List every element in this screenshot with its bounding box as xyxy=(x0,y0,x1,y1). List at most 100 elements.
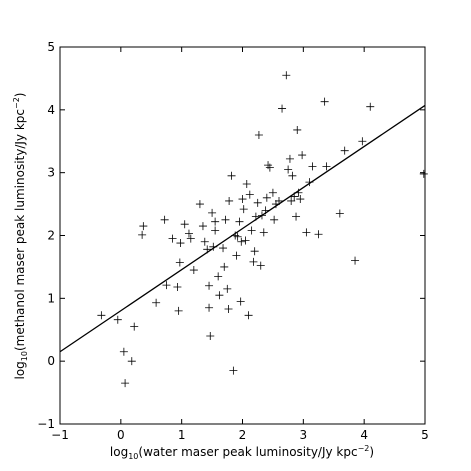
data-point xyxy=(351,256,360,265)
data-point xyxy=(256,261,265,270)
x-tick-labels: −1 0 1 2 3 4 5 xyxy=(51,428,429,442)
data-point xyxy=(139,222,148,231)
data-point xyxy=(127,357,136,366)
data-point xyxy=(205,303,214,312)
data-point xyxy=(186,234,195,243)
data-point xyxy=(254,130,263,139)
data-point xyxy=(211,226,220,235)
data-point xyxy=(152,298,161,307)
data-point xyxy=(308,162,317,171)
data-point xyxy=(257,211,266,220)
data-point xyxy=(419,169,428,178)
data-point xyxy=(195,200,204,209)
data-point xyxy=(305,178,314,187)
data-point xyxy=(358,137,367,146)
y-tick-label: 1 xyxy=(47,291,55,305)
x-tick-label: 5 xyxy=(421,428,429,442)
data-point xyxy=(250,247,259,256)
data-point xyxy=(366,102,375,111)
data-point xyxy=(203,245,212,254)
data-point xyxy=(284,165,293,174)
data-point xyxy=(270,215,279,224)
data-point xyxy=(275,196,283,205)
data-point xyxy=(282,71,291,80)
data-point xyxy=(168,234,177,243)
data-point xyxy=(242,179,251,188)
data-point xyxy=(247,226,256,235)
x-axis-label: log10(water maser peak luminosity/Jy kpc… xyxy=(110,444,374,461)
data-point xyxy=(223,284,232,293)
data-point xyxy=(292,212,301,221)
data-points-layer xyxy=(97,71,428,388)
data-point xyxy=(294,188,303,197)
data-point xyxy=(235,217,244,226)
y-tick-label: −1 xyxy=(37,417,55,431)
data-point xyxy=(130,322,139,331)
data-point xyxy=(259,228,268,237)
fit-line-layer xyxy=(59,104,426,353)
y-tick-label: 4 xyxy=(47,103,55,117)
data-point xyxy=(211,217,220,226)
data-point xyxy=(232,251,241,260)
data-point xyxy=(278,104,287,113)
data-point xyxy=(287,196,296,205)
data-point xyxy=(302,228,311,237)
x-tick-label: 1 xyxy=(178,428,186,442)
data-point xyxy=(209,242,218,251)
data-point xyxy=(244,311,253,320)
y-tick-label: 3 xyxy=(47,166,55,180)
data-point xyxy=(224,305,233,314)
data-point xyxy=(220,262,229,271)
data-point xyxy=(200,237,209,246)
data-point xyxy=(173,283,182,292)
data-point xyxy=(262,193,271,202)
data-point xyxy=(265,163,274,172)
data-point xyxy=(314,230,323,239)
y-tick-label: 2 xyxy=(47,229,55,243)
data-point xyxy=(97,311,106,320)
data-point xyxy=(113,315,122,324)
data-point xyxy=(290,192,299,201)
data-point xyxy=(245,190,254,199)
data-point xyxy=(261,206,270,215)
y-tick-labels: −1 0 1 2 3 4 5 xyxy=(37,40,55,431)
x-tick-label: 4 xyxy=(360,428,368,442)
data-point xyxy=(180,220,189,229)
data-point xyxy=(233,232,242,241)
data-point xyxy=(189,266,198,275)
data-point xyxy=(176,239,185,248)
data-point xyxy=(320,97,329,106)
fit-line xyxy=(59,104,426,353)
x-tick-label: 0 xyxy=(117,428,125,442)
x-tick-label: 2 xyxy=(239,428,247,442)
ticks-layer xyxy=(59,46,426,425)
data-point xyxy=(208,208,217,217)
data-point xyxy=(298,151,307,160)
data-point xyxy=(285,154,294,163)
x-tick-label: −1 xyxy=(51,428,69,442)
data-point xyxy=(184,229,193,238)
data-point xyxy=(238,195,247,204)
data-point xyxy=(335,209,344,218)
data-point xyxy=(221,215,230,224)
data-point xyxy=(241,236,250,245)
data-point xyxy=(268,188,277,197)
data-point xyxy=(121,379,130,388)
data-point xyxy=(225,196,234,205)
data-point xyxy=(288,171,297,180)
y-tick-label: 0 xyxy=(47,354,55,368)
data-point xyxy=(296,195,305,204)
data-point xyxy=(229,366,238,375)
data-point xyxy=(340,146,349,155)
data-point xyxy=(219,244,228,253)
data-point xyxy=(138,230,147,239)
data-point xyxy=(251,212,260,221)
data-point xyxy=(160,215,169,224)
data-point xyxy=(175,258,184,267)
data-point xyxy=(215,291,224,300)
data-point xyxy=(293,125,302,134)
data-point xyxy=(198,222,207,231)
y-axis-label: log10(methanol maser peak luminosity/Jy … xyxy=(12,93,29,380)
data-point xyxy=(237,237,246,246)
